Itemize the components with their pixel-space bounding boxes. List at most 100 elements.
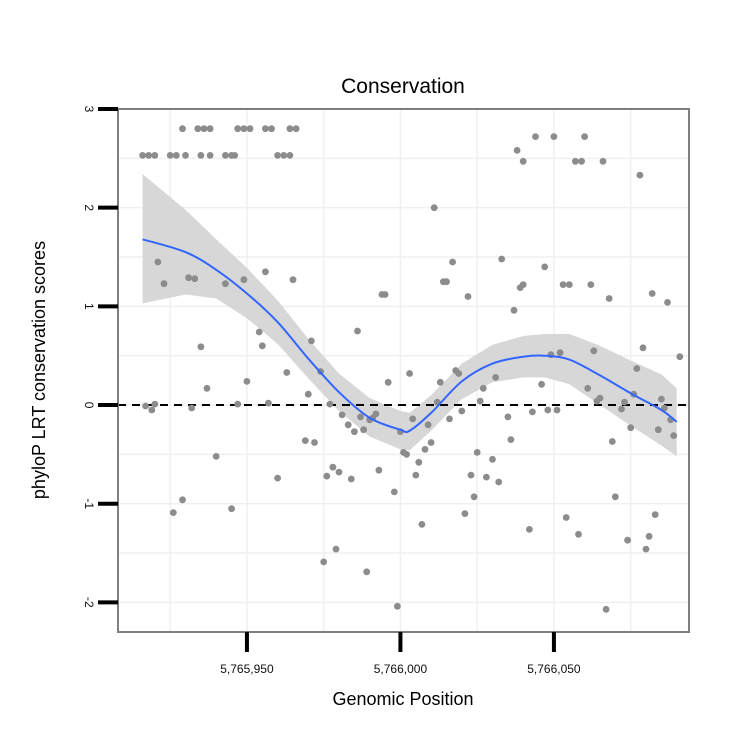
data-point bbox=[633, 365, 641, 372]
data-point bbox=[664, 299, 671, 306]
y-tick-label: 3 bbox=[82, 106, 96, 113]
data-point bbox=[255, 328, 263, 336]
data-point bbox=[479, 384, 487, 392]
data-point bbox=[409, 415, 417, 423]
data-point bbox=[581, 133, 588, 141]
data-point bbox=[602, 605, 610, 613]
data-point bbox=[320, 558, 328, 566]
data-point bbox=[179, 125, 186, 133]
data-point bbox=[357, 413, 364, 421]
data-point bbox=[621, 398, 628, 406]
data-point bbox=[642, 545, 650, 553]
data-point bbox=[424, 421, 432, 429]
data-point bbox=[498, 255, 506, 263]
data-point bbox=[406, 370, 413, 377]
data-point bbox=[222, 152, 229, 159]
data-point bbox=[231, 152, 239, 159]
data-point bbox=[197, 343, 205, 351]
y-tick-label: 0 bbox=[82, 402, 96, 409]
y-tick-label: 1 bbox=[82, 303, 96, 310]
data-point bbox=[185, 274, 193, 282]
data-point bbox=[182, 152, 189, 159]
data-point bbox=[446, 415, 453, 423]
data-point bbox=[461, 510, 469, 517]
y-axis-title: phyloP LRT conservation scores bbox=[29, 241, 49, 499]
data-points bbox=[139, 125, 684, 613]
data-point bbox=[258, 342, 266, 350]
data-point bbox=[243, 378, 251, 385]
data-point bbox=[596, 394, 604, 402]
data-point bbox=[449, 258, 456, 266]
data-point bbox=[611, 493, 619, 501]
data-point bbox=[510, 306, 518, 314]
data-point bbox=[599, 157, 607, 165]
data-point bbox=[311, 439, 318, 446]
data-point bbox=[329, 463, 337, 471]
data-point bbox=[418, 521, 426, 528]
data-point bbox=[476, 397, 484, 405]
data-point bbox=[375, 466, 383, 474]
data-point bbox=[283, 369, 291, 376]
data-point bbox=[430, 204, 438, 212]
data-point bbox=[344, 421, 352, 429]
data-point bbox=[268, 125, 275, 133]
data-point bbox=[381, 291, 389, 298]
data-point bbox=[240, 276, 248, 284]
y-tick-label: -2 bbox=[82, 597, 96, 608]
data-point bbox=[529, 408, 536, 416]
data-point bbox=[323, 472, 331, 480]
chart-title: Conservation bbox=[341, 75, 465, 98]
data-point bbox=[532, 133, 539, 141]
data-point bbox=[538, 380, 545, 388]
data-point bbox=[262, 125, 269, 133]
plot-border bbox=[117, 108, 690, 633]
data-point bbox=[443, 278, 450, 286]
y-tick-label: 2 bbox=[82, 204, 96, 211]
data-point bbox=[556, 349, 564, 357]
data-point bbox=[412, 471, 420, 479]
x-tick-label: 5,766,000 bbox=[374, 662, 428, 676]
data-point bbox=[234, 400, 242, 408]
data-point bbox=[526, 526, 533, 533]
data-point bbox=[363, 568, 371, 576]
data-point bbox=[492, 374, 499, 381]
data-point bbox=[648, 290, 656, 297]
data-point bbox=[415, 458, 423, 466]
data-point bbox=[194, 125, 202, 133]
data-point bbox=[575, 530, 582, 538]
data-point bbox=[222, 280, 229, 288]
data-point bbox=[301, 437, 309, 444]
data-point bbox=[618, 405, 625, 413]
data-point bbox=[262, 268, 269, 276]
data-point bbox=[274, 474, 281, 482]
data-point bbox=[394, 602, 401, 610]
x-axis-ticks: 5,765,950 5,766,000 5,766,050 bbox=[220, 632, 581, 676]
data-point bbox=[636, 171, 644, 179]
data-point bbox=[624, 536, 631, 544]
data-point bbox=[151, 400, 159, 408]
data-point bbox=[553, 406, 561, 414]
data-point bbox=[160, 280, 168, 288]
data-point bbox=[605, 295, 613, 302]
x-tick-label: 5,765,950 bbox=[220, 662, 274, 676]
data-point bbox=[670, 432, 678, 439]
data-point bbox=[654, 426, 662, 434]
data-point bbox=[228, 505, 236, 513]
data-point bbox=[200, 125, 208, 133]
data-point bbox=[427, 439, 435, 446]
data-point bbox=[541, 263, 549, 271]
data-point bbox=[289, 276, 297, 284]
data-point bbox=[483, 473, 490, 481]
data-point bbox=[464, 293, 472, 300]
data-point bbox=[332, 545, 340, 553]
data-point bbox=[139, 152, 147, 159]
data-point bbox=[436, 378, 444, 386]
data-point bbox=[627, 424, 635, 432]
x-axis-title: Genomic Position bbox=[332, 689, 473, 709]
data-point bbox=[206, 152, 214, 159]
data-point bbox=[495, 478, 503, 486]
y-tick-label: -1 bbox=[82, 498, 96, 509]
data-point bbox=[403, 451, 410, 458]
x-tick-label: 5,766,050 bbox=[527, 662, 581, 676]
